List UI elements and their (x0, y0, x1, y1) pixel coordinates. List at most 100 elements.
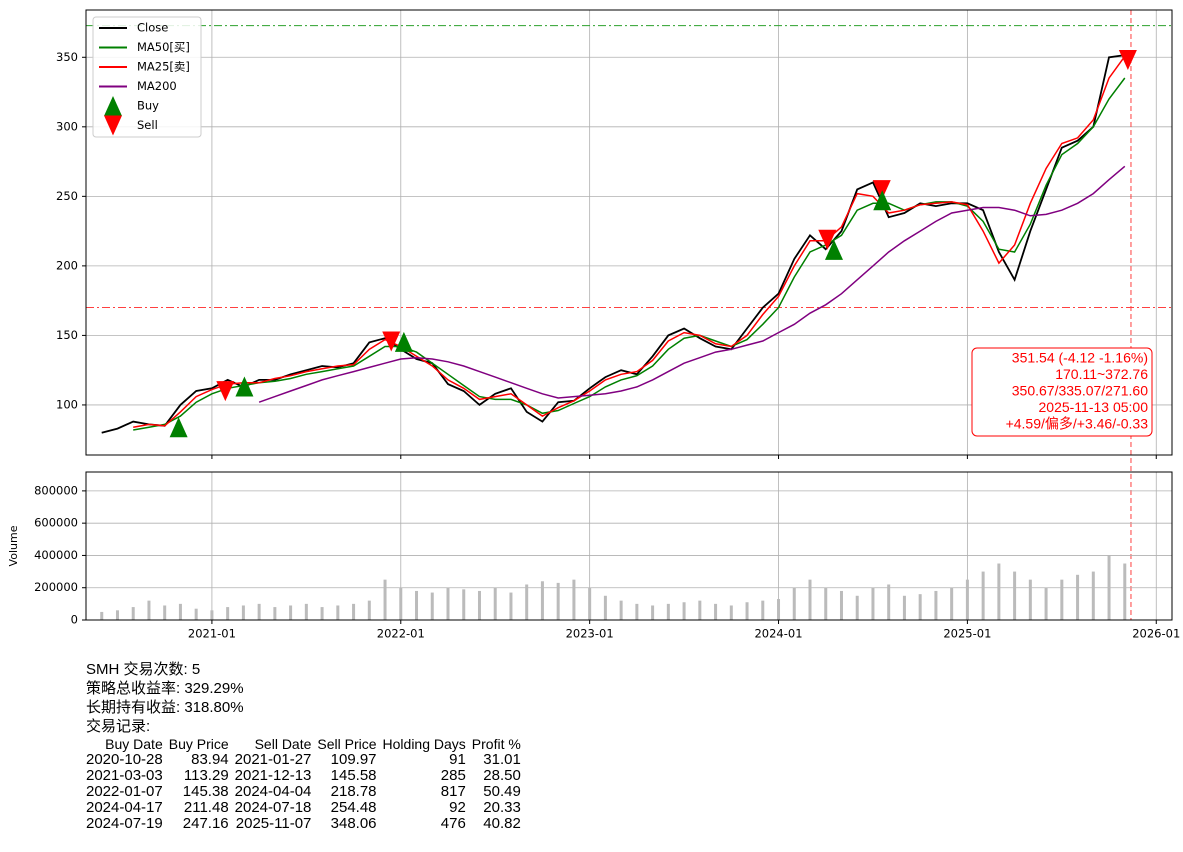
table-cell: 40.82 (483, 815, 521, 832)
volume-bar (462, 589, 466, 620)
trade-summary: SMH 交易次数: 5 策略总收益率: 329.29% 长期持有收益: 318.… (86, 660, 524, 832)
volume-bar (1044, 587, 1048, 620)
x-tick-label: 2024-01 (754, 627, 802, 641)
volume-bar (226, 607, 230, 620)
volume-bar (714, 603, 718, 620)
table-cell: 285 (440, 767, 466, 784)
volume-bar (666, 603, 670, 620)
table-cell: 109.97 (330, 751, 377, 768)
trades-table: Buy Date Buy Price Sell Date Sell Price Hold… (86, 736, 524, 832)
y-tick-label: 150 (56, 328, 78, 342)
table-cell: 254.48 (330, 799, 377, 816)
legend-label: MA50[买] (137, 40, 190, 54)
x-tick-label: 2023-01 (566, 627, 614, 641)
legend-label: Sell (137, 118, 158, 132)
buy-marker (824, 239, 843, 260)
table-row: 2024-07-19 247.16 2025-11-07 348.06 476 40.82 (86, 816, 524, 832)
annotation-text: +4.59/偏多/+3.46/-0.33 (1006, 416, 1149, 432)
y-tick-label: 600000 (34, 516, 78, 530)
table-cell: 211.48 (183, 799, 229, 816)
volume-bar (352, 603, 356, 620)
volume-bar (367, 600, 371, 620)
summary-line: 策略总收益率: 329.29% (86, 680, 244, 697)
table-cell: 817 (440, 783, 466, 800)
table-cell: 218.78 (330, 783, 377, 800)
y-tick-label: 250 (56, 189, 78, 203)
table-row: 2022-01-07 145.38 2024-04-04 218.78 817 50.49 (86, 784, 524, 800)
legend-label: MA200 (137, 79, 177, 93)
volume-bar (1107, 555, 1111, 620)
volume-bar (509, 592, 513, 620)
plot-frame (85, 471, 1173, 621)
table-header: Buy Price (168, 736, 229, 752)
table-header: Holding Days (382, 736, 466, 752)
table-cell: 28.50 (483, 767, 521, 784)
volume-bar (824, 587, 828, 620)
volume-bar (808, 579, 812, 620)
sell-marker (216, 381, 235, 402)
table-cell: 2021-03-03 (86, 767, 163, 784)
buy-marker (235, 376, 254, 397)
table-cell: 2022-01-07 (86, 783, 163, 800)
volume-bar (383, 579, 387, 620)
table-header: Buy Date (105, 736, 163, 752)
summary-line: 长期持有收益: 318.80% (86, 699, 244, 716)
volume-bar (115, 610, 119, 620)
y-tick-label: 200000 (34, 580, 78, 594)
y-tick-label: 0 (71, 613, 78, 627)
x-tick-label: 2022-01 (377, 627, 425, 641)
volume-bar (745, 602, 749, 620)
annotation-text: 2025-11-13 05:00 (1039, 399, 1149, 415)
volume-bar (289, 605, 293, 620)
volume-bar (572, 579, 576, 620)
volume-bar (698, 600, 702, 620)
volume-bar (477, 590, 481, 620)
table-cell: 2025-11-07 (235, 815, 312, 832)
buy-marker (873, 190, 892, 211)
volume-bar (777, 599, 781, 620)
annotation-text: 170.11~372.76 (1055, 366, 1148, 382)
legend-label: MA25[卖] (137, 60, 190, 74)
series-line (101, 54, 1125, 434)
volume-bar (1013, 571, 1017, 620)
table-cell: 2024-04-04 (234, 783, 312, 800)
volume-bar (918, 594, 922, 620)
volume-bar (839, 590, 843, 620)
summary-line: 交易记录: (86, 718, 151, 735)
volume-bar (651, 605, 655, 620)
buy-marker (394, 331, 413, 352)
table-header: Profit % (471, 736, 521, 752)
sell-marker (818, 229, 837, 250)
volume-bar (446, 587, 450, 620)
volume-bar (336, 605, 340, 620)
volume-bar (257, 603, 261, 620)
annotation-text: 351.54 (-4.12 -1.16%) (1012, 350, 1148, 366)
y-tick-label: 200 (56, 258, 78, 272)
y-tick-label: 100 (56, 397, 78, 411)
table-cell: 2021-12-13 (234, 767, 312, 784)
x-tick-label: 2021-01 (188, 627, 236, 641)
table-cell: 476 (440, 815, 466, 832)
y-tick-label: 400000 (34, 548, 78, 562)
volume-bar (241, 605, 245, 620)
volume-bar (934, 590, 938, 620)
sell-marker (872, 180, 891, 201)
volume-bar (493, 587, 497, 620)
volume-bar (178, 603, 182, 620)
table-row: 2020-10-28 83.94 2021-01-27 109.97 91 31.01 (86, 752, 524, 768)
volume-bar (1091, 571, 1095, 620)
volume-bar (981, 571, 985, 620)
volume-bar (273, 607, 277, 620)
volume-bar (556, 582, 560, 620)
table-header: Sell Price (317, 736, 377, 752)
volume-bar (682, 602, 686, 620)
table-cell: 20.33 (483, 799, 521, 816)
summary-line: SMH 交易次数: 5 (86, 661, 201, 678)
volume-bar (887, 584, 891, 620)
table-cell: 348.06 (330, 815, 377, 832)
volume-bar (635, 603, 639, 620)
volume-bar (100, 611, 104, 620)
table-header: Sell Date (254, 736, 312, 752)
volume-bar (320, 607, 324, 620)
